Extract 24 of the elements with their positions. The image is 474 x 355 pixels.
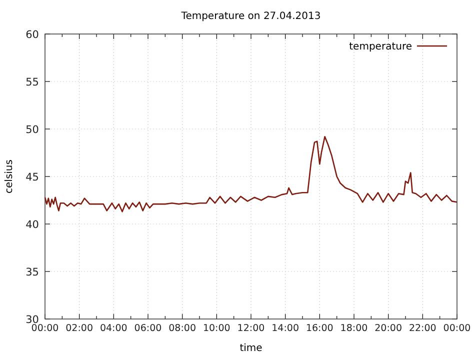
x-tick-label: 10:00 (202, 323, 230, 334)
x-tick-label: 16:00 (306, 323, 334, 334)
y-axis-title: celsius (4, 160, 15, 194)
line-series (44, 136, 458, 212)
y-tick-label: 50 (26, 124, 39, 136)
y-tick-label: 45 (26, 172, 39, 184)
x-tick-label: 14:00 (272, 323, 300, 334)
y-tick-label: 40 (26, 219, 39, 231)
x-tick-label: 06:00 (134, 323, 162, 334)
chart-title: Temperature on 27.04.2013 (180, 11, 321, 22)
x-axis-title: time (240, 343, 262, 354)
x-tick-label: 04:00 (100, 323, 128, 334)
y-tick-label: 60 (26, 29, 39, 41)
y-tick-label: 35 (26, 266, 39, 278)
x-tick-label: 12:00 (237, 323, 265, 334)
x-tick-label: 00:00 (31, 323, 59, 334)
x-tick-label: 02:00 (66, 323, 94, 334)
x-tick-label: 20:00 (374, 323, 402, 334)
legend-label: temperature (349, 42, 412, 52)
x-tick-label: 08:00 (168, 323, 196, 334)
x-tick-label: 18:00 (340, 323, 368, 334)
x-tick-label: 00:00 (443, 323, 471, 334)
x-tick-label: 22:00 (408, 323, 436, 334)
y-tick-label: 55 (26, 76, 39, 88)
